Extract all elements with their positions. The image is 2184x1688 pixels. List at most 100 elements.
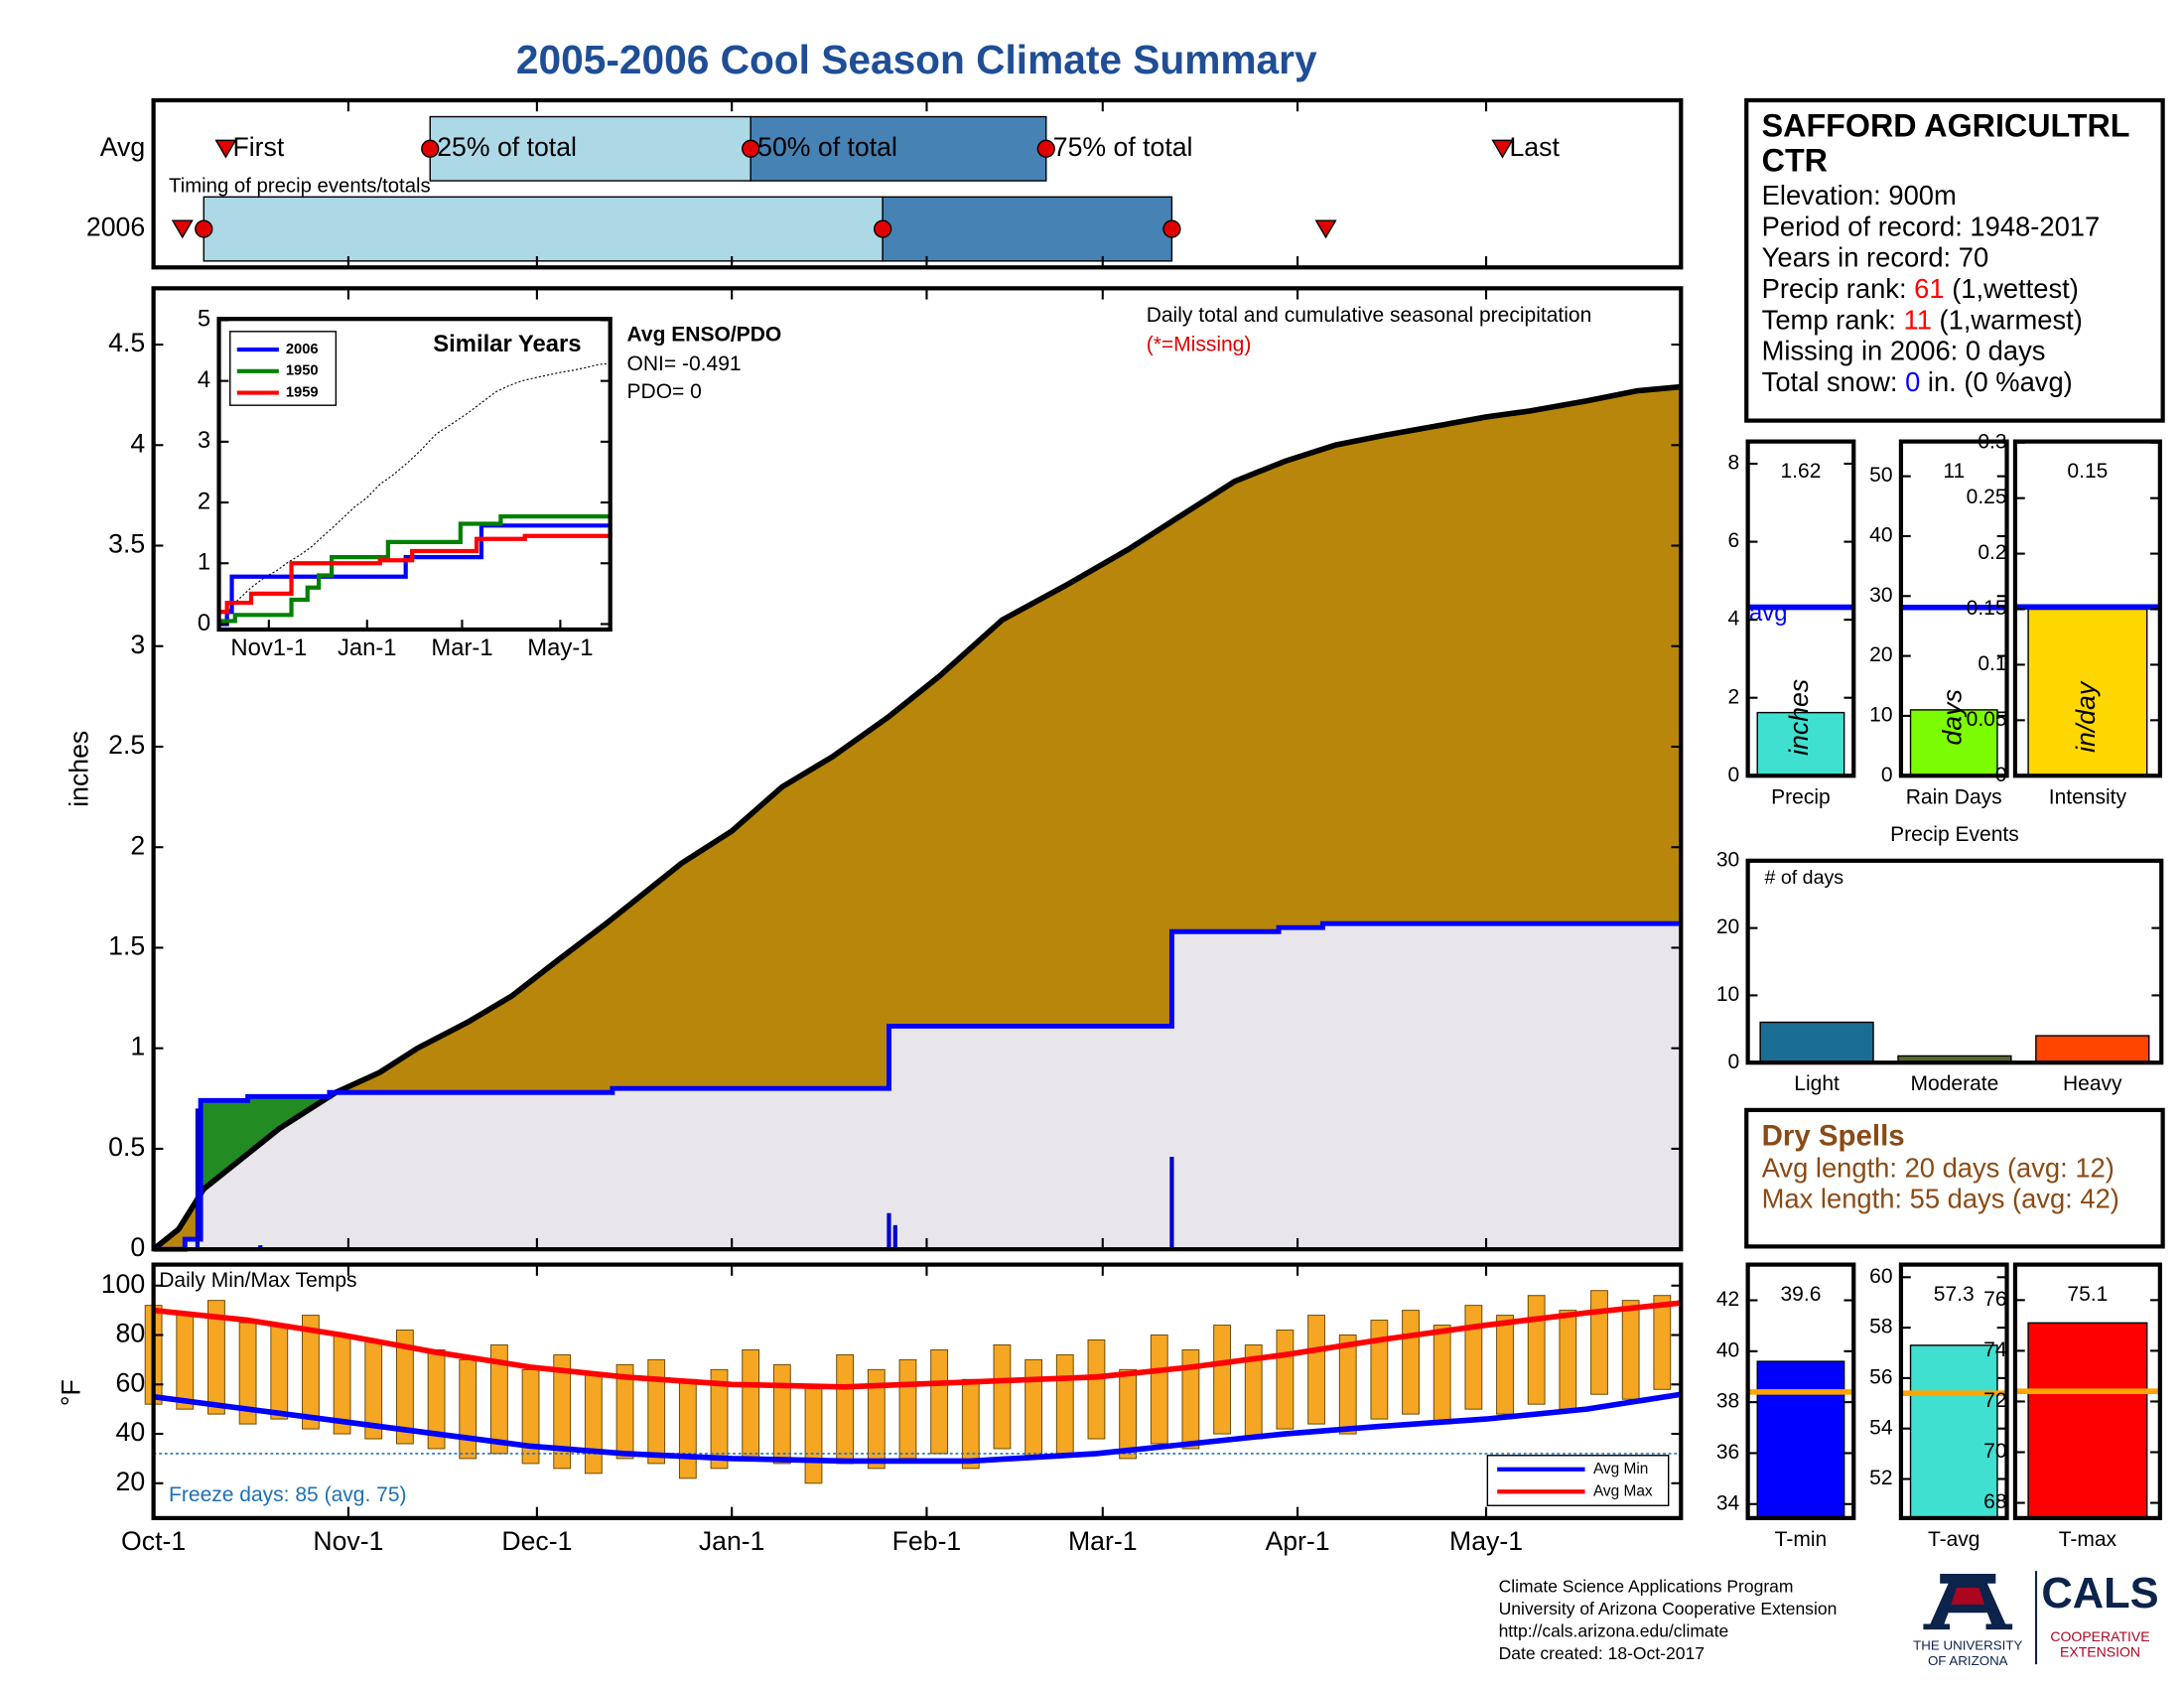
x-axis-label: Rain Days bbox=[1906, 785, 2002, 808]
x-tick-label: Feb-1 bbox=[892, 1526, 962, 1556]
dry-spells-line: Max length: 55 days (avg: 42) bbox=[1762, 1183, 2119, 1213]
info-value: 11 bbox=[1904, 305, 1932, 336]
y-tick-label: 4.5 bbox=[108, 328, 145, 357]
y-tick-label: 20 bbox=[1716, 915, 1739, 938]
info-note: in. (0 %avg) bbox=[1928, 366, 2073, 397]
daily-precip-bar bbox=[887, 1212, 891, 1250]
value-label: 0.15 bbox=[2067, 460, 2108, 483]
info-label: Precip rank: bbox=[1762, 273, 1907, 304]
bar bbox=[1759, 1021, 1874, 1063]
daily-temp-bar bbox=[207, 1300, 225, 1415]
dry-spells-box bbox=[1744, 1107, 2165, 1249]
timing-label: 50% of total bbox=[757, 132, 897, 162]
timing-label: Last bbox=[1509, 132, 1560, 162]
y-tick-label: 0 bbox=[1995, 764, 2007, 786]
y-tick-label: 1 bbox=[130, 1032, 145, 1061]
inset-title: Similar Years bbox=[433, 331, 581, 357]
timing-marker bbox=[1162, 219, 1181, 238]
x-axis-label: T-max bbox=[2059, 1528, 2117, 1551]
y-tick-label: 4 bbox=[1728, 608, 1740, 631]
y-tick-label: 34 bbox=[1716, 1491, 1740, 1514]
y-tick-label: 0 bbox=[130, 1232, 145, 1262]
legend-label: 1959 bbox=[286, 384, 319, 400]
daily-temp-bar bbox=[1621, 1300, 1640, 1400]
legend-box bbox=[1486, 1455, 1670, 1506]
y-tick-label: 50 bbox=[1869, 464, 1892, 487]
daily-temp-bar bbox=[584, 1373, 603, 1475]
info-value: 70 bbox=[1959, 242, 1988, 273]
daily-temp-bar bbox=[1527, 1295, 1546, 1405]
y-tick-label: 36 bbox=[1716, 1441, 1739, 1464]
plot-frame bbox=[216, 317, 613, 633]
plot-frame bbox=[1898, 439, 2009, 778]
x-tick-label: Light bbox=[1794, 1072, 1840, 1095]
legend-label: 1950 bbox=[286, 363, 319, 379]
daily-temp-bar bbox=[867, 1368, 886, 1470]
plot-frame bbox=[1898, 1262, 2009, 1520]
y-tick-label: 0 bbox=[1728, 764, 1740, 786]
x-axis-label: T-avg bbox=[1928, 1528, 1980, 1551]
daily-temp-bar bbox=[898, 1358, 917, 1460]
info-value: 900m bbox=[1888, 180, 1956, 211]
y-tick-label: 20 bbox=[116, 1467, 146, 1496]
enso-title: Avg ENSO/PDO bbox=[627, 324, 782, 347]
daily-temp-bar bbox=[1150, 1335, 1168, 1445]
avg-cumulative-line bbox=[151, 383, 1682, 1252]
y-tick-label: 56 bbox=[1869, 1365, 1892, 1388]
info-row: Precip rank: 61 (1,wettest) bbox=[1762, 273, 2079, 304]
daily-temp-bar bbox=[1402, 1310, 1420, 1415]
daily-temp-bar bbox=[553, 1353, 572, 1470]
row-label: Avg bbox=[100, 132, 145, 162]
y-tick-label: 70 bbox=[1983, 1440, 2006, 1463]
y-axis-label: in/day bbox=[2071, 680, 2101, 753]
y-tick-label: 8 bbox=[1728, 452, 1740, 475]
x-axis-label: T-min bbox=[1775, 1528, 1828, 1551]
y-tick-label: 0.2 bbox=[1978, 541, 2006, 564]
info-row: Total snow: 0 in. (0 %avg) bbox=[1762, 366, 2073, 397]
info-box bbox=[1744, 97, 2165, 423]
footer-line: Date created: 18-Oct-2017 bbox=[1499, 1643, 1705, 1663]
y-tick-label: 60 bbox=[1869, 1265, 1892, 1288]
x-tick-label: Mar-1 bbox=[431, 634, 492, 661]
y-tick-label: 0.05 bbox=[1967, 708, 2007, 731]
plot-frame bbox=[2012, 1262, 2162, 1520]
bar bbox=[1909, 709, 1998, 776]
timeline-title: Timing of precip events/totals bbox=[169, 175, 431, 197]
footer-line: University of Arizona Cooperative Extens… bbox=[1499, 1599, 1838, 1618]
daily-temp-bar bbox=[1433, 1325, 1451, 1425]
daily-temp-bar bbox=[678, 1378, 697, 1479]
info-value: 0 days bbox=[1966, 336, 2046, 366]
info-note: (1,wettest) bbox=[1952, 273, 2079, 304]
plot-frame bbox=[151, 97, 1684, 270]
info-row: Period of record: 1948-2017 bbox=[1762, 211, 2101, 242]
info-label: Total snow: bbox=[1762, 366, 1898, 397]
info-label: Period of record: bbox=[1762, 211, 1963, 242]
daily-temp-bar bbox=[459, 1358, 478, 1460]
plot-frame bbox=[151, 286, 1684, 1252]
daily-temp-bar bbox=[1370, 1320, 1389, 1420]
y-tick-label: 0.25 bbox=[1967, 486, 2007, 508]
daily-temp-bar bbox=[742, 1348, 760, 1460]
y-tick-label: 4 bbox=[130, 428, 145, 458]
y-tick-label: 54 bbox=[1869, 1416, 1893, 1439]
y-tick-label: 4 bbox=[198, 366, 210, 393]
station-name: SAFFORD AGRICULTRL bbox=[1762, 108, 2130, 144]
legend-label: 2006 bbox=[286, 342, 319, 357]
y-tick-label: 6 bbox=[1728, 529, 1740, 552]
info-row: Temp rank: 11 (1,warmest) bbox=[1762, 305, 2083, 336]
x-tick-label: Oct-1 bbox=[121, 1526, 186, 1556]
timing-label: First bbox=[232, 132, 284, 162]
x-tick-label: Dec-1 bbox=[501, 1526, 572, 1556]
daily-temp-bar bbox=[961, 1378, 980, 1470]
y-tick-label: 74 bbox=[1983, 1338, 2007, 1361]
daily-temp-bar bbox=[1653, 1295, 1672, 1390]
precip-area bbox=[153, 923, 1682, 1250]
y-tick-label: 1.5 bbox=[108, 931, 145, 961]
timing-bar bbox=[203, 196, 884, 262]
x-tick-label: Mar-1 bbox=[1068, 1526, 1138, 1556]
y-tick-label: 30 bbox=[1716, 848, 1739, 871]
x-tick-label: Nov-1 bbox=[313, 1526, 383, 1556]
y-tick-label: 60 bbox=[116, 1367, 146, 1397]
